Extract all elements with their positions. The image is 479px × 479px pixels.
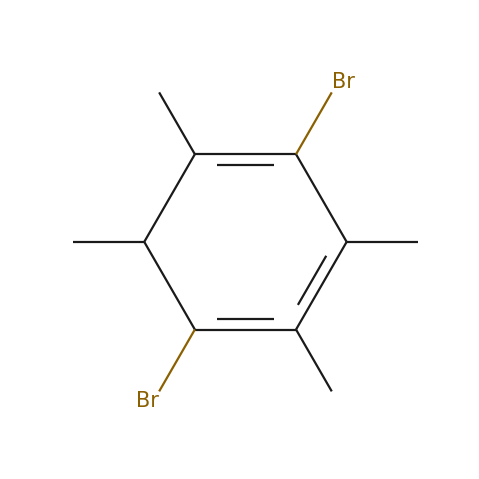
Text: Br: Br [136, 391, 159, 411]
Text: Br: Br [332, 72, 354, 92]
